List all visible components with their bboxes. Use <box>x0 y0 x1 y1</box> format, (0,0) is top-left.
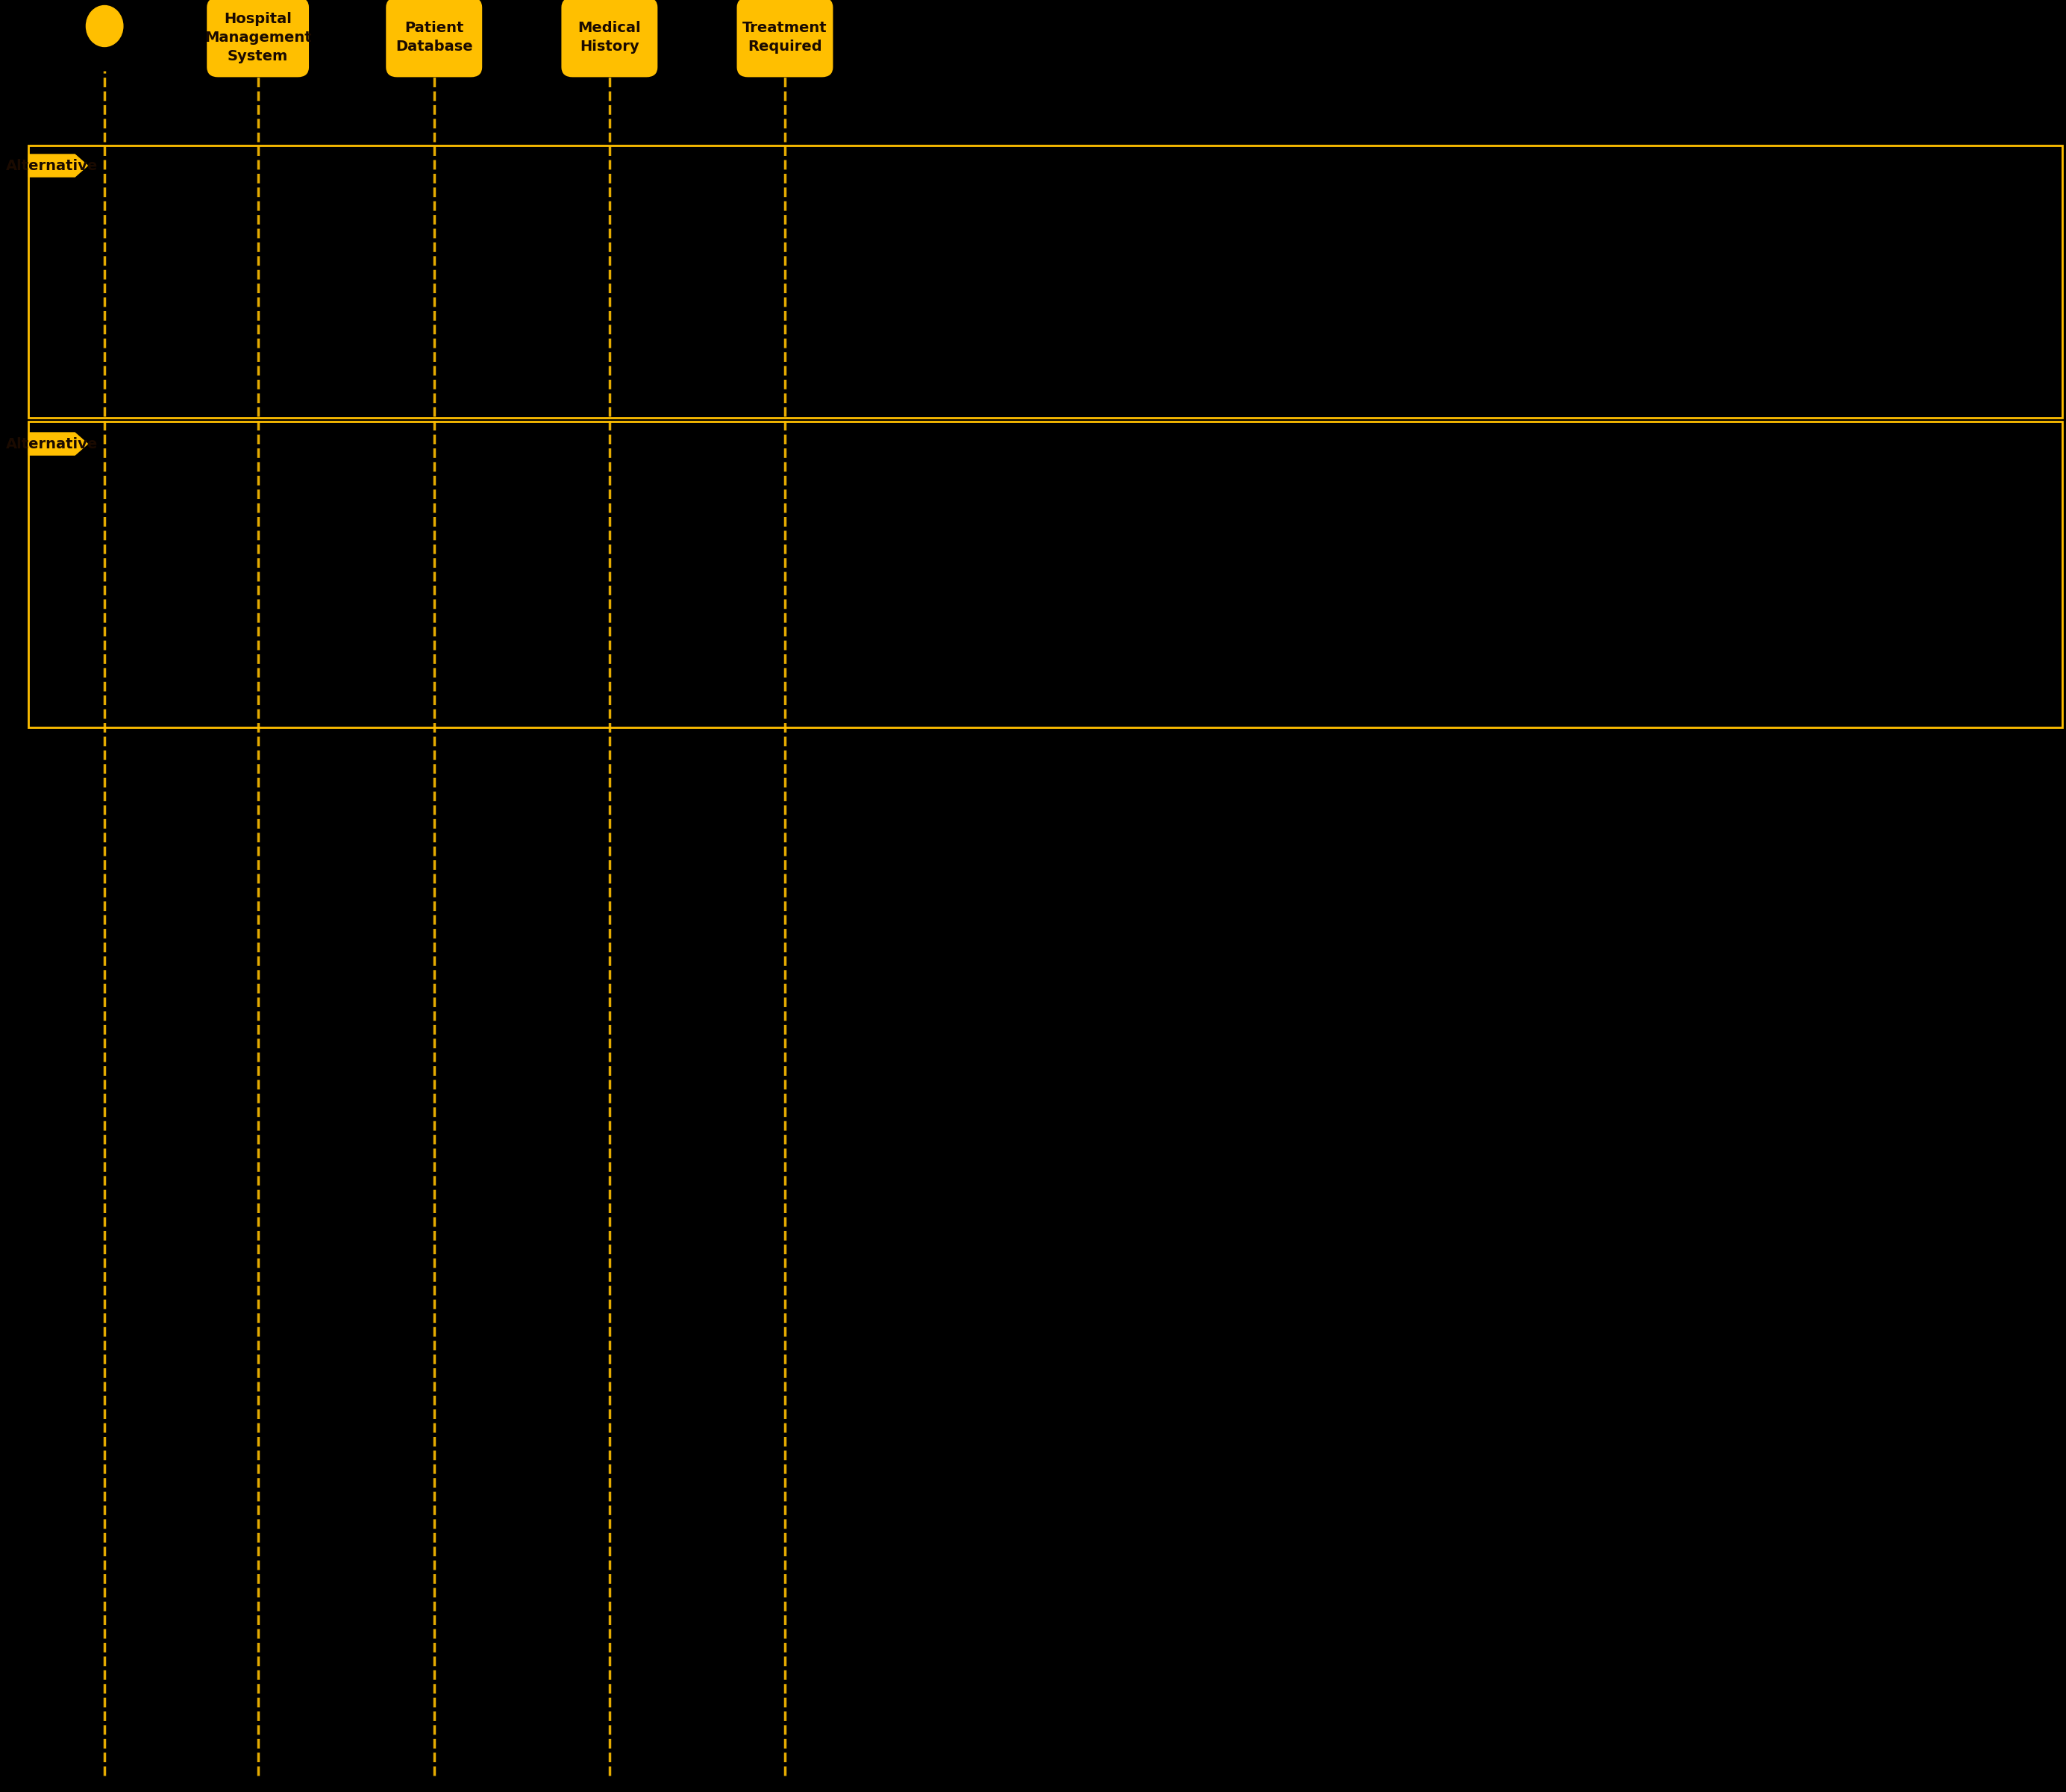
Text: Medical
History: Medical History <box>578 22 640 54</box>
FancyBboxPatch shape <box>386 0 481 75</box>
Ellipse shape <box>87 5 124 47</box>
Polygon shape <box>29 432 87 455</box>
Text: Hospital
Management
System: Hospital Management System <box>205 11 312 63</box>
Text: Alternative: Alternative <box>6 437 97 452</box>
Bar <box>29 421 2062 728</box>
Text: Alternative: Alternative <box>6 158 97 172</box>
Text: Patient
Database: Patient Database <box>395 22 473 54</box>
FancyBboxPatch shape <box>738 0 833 75</box>
Polygon shape <box>29 154 87 177</box>
Text: Treatment
Required: Treatment Required <box>742 22 826 54</box>
FancyBboxPatch shape <box>562 0 657 75</box>
FancyBboxPatch shape <box>209 0 308 75</box>
Bar <box>29 145 2062 418</box>
